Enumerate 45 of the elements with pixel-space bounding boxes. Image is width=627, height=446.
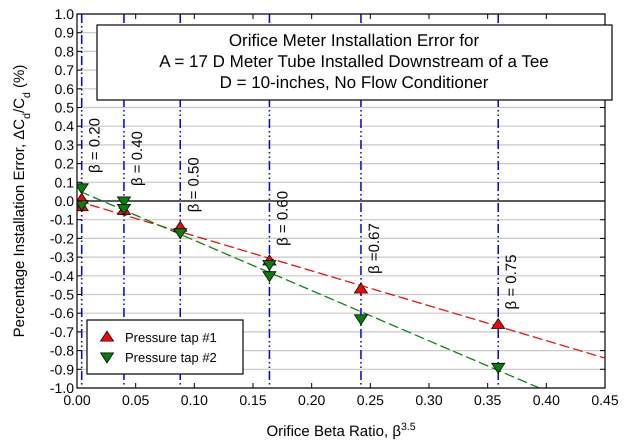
x-tick-label: 0.40 (532, 392, 560, 408)
y-tick-label: 0.4 (54, 118, 74, 134)
y-tick-label: 0.5 (54, 100, 74, 116)
point (262, 260, 276, 271)
y-tick-label: -0.3 (50, 249, 74, 266)
y-tick-label: -0.8 (50, 342, 74, 359)
y-tick-label: -0.9 (50, 361, 74, 378)
point (354, 282, 368, 294)
x-tick-label: 0.30 (415, 392, 443, 408)
x-tick-label: 0.20 (298, 392, 326, 408)
y-tick-label: 0.2 (54, 156, 74, 172)
x-axis-title: Orifice Beta Ratio, β$^{3.5}$ (266, 421, 416, 440)
y-tick-label: 0.9 (54, 24, 74, 41)
annotation: β =0.67 (366, 223, 383, 274)
annotation: β = 0.20 (86, 118, 104, 173)
y-tick-label: -0.2 (50, 230, 74, 246)
y-tick-label: 0.0 (54, 193, 74, 209)
point (262, 271, 276, 282)
annotation: β = 0.50 (185, 157, 202, 212)
y-tick-label: 0.8 (54, 43, 74, 60)
point (173, 228, 188, 240)
y-tick-label: 1.0 (54, 6, 74, 22)
x-tick-label: 0.10 (180, 392, 208, 408)
x-tick-label: 0.05 (122, 392, 150, 408)
y-tick-label: 0.7 (54, 62, 74, 78)
y-tick-label: -0.7 (50, 324, 74, 340)
legend-label: Pressure tap #1 (125, 330, 217, 345)
y-tick-label: 0.6 (54, 80, 74, 97)
x-tick-label: 0.35 (474, 392, 502, 408)
x-tick-label: 0.25 (356, 392, 384, 408)
x-tick-label: 0.45 (591, 392, 619, 408)
point (491, 362, 506, 374)
annotation: β = 0.40 (128, 131, 146, 186)
y-tick-label: -0.6 (50, 305, 74, 322)
legend-label: Pressure tap #2 (125, 350, 217, 365)
y-tick-label: 0.3 (54, 136, 74, 153)
x-tick-label: 0.15 (239, 392, 267, 408)
point (491, 318, 506, 329)
y-tick-label: -0.5 (50, 286, 74, 302)
annotation: β = 0.75 (503, 254, 520, 310)
y-tick-label: 0.1 (54, 174, 74, 190)
y-tick-label: -0.1 (50, 212, 74, 228)
y-tick-label: -0.4 (50, 268, 74, 284)
title-box: Orifice Meter Installation Error for A = 17 D Meter Tube Installed Downstream of a Tee D = 10-inches, No Flow Conditioner (96, 24, 613, 101)
point (354, 314, 368, 326)
